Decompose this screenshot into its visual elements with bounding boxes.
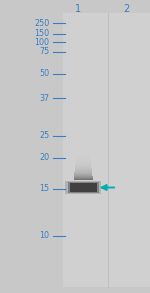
Text: 1: 1 <box>75 4 81 14</box>
Bar <box>75 171 92 172</box>
Bar <box>76 162 91 163</box>
Text: 50: 50 <box>39 69 50 78</box>
Bar <box>77 153 90 154</box>
Bar <box>75 165 91 166</box>
Text: 2: 2 <box>123 4 129 14</box>
Text: 37: 37 <box>39 94 50 103</box>
Text: 150: 150 <box>34 29 50 38</box>
Bar <box>74 177 93 178</box>
Bar <box>77 152 90 153</box>
Bar <box>75 169 92 170</box>
Bar <box>68 182 99 193</box>
Bar <box>76 160 91 161</box>
Text: 15: 15 <box>39 185 50 193</box>
Bar <box>77 155 90 156</box>
Bar <box>76 157 90 158</box>
Bar <box>75 164 91 165</box>
Bar <box>74 178 93 179</box>
Bar <box>75 172 92 173</box>
Bar <box>76 163 91 164</box>
Text: 250: 250 <box>34 19 50 28</box>
Bar <box>75 167 92 168</box>
Bar <box>74 174 92 175</box>
Bar <box>74 173 92 174</box>
Bar <box>76 158 90 159</box>
Bar <box>77 150 89 151</box>
Bar <box>77 151 89 152</box>
Bar <box>74 179 93 180</box>
Text: 100: 100 <box>34 38 50 47</box>
Bar <box>65 181 101 194</box>
Text: 10: 10 <box>39 231 50 240</box>
Text: 20: 20 <box>39 153 50 162</box>
Bar <box>70 183 97 192</box>
Bar <box>75 168 92 169</box>
Bar <box>74 175 92 176</box>
Bar <box>76 159 90 160</box>
Bar <box>75 166 91 167</box>
Bar <box>77 149 89 150</box>
Bar <box>77 154 90 155</box>
Bar <box>75 170 92 171</box>
Bar <box>63 13 150 287</box>
Bar <box>76 161 91 162</box>
Text: 25: 25 <box>39 131 50 140</box>
Bar <box>74 176 93 177</box>
Text: 75: 75 <box>39 47 50 56</box>
